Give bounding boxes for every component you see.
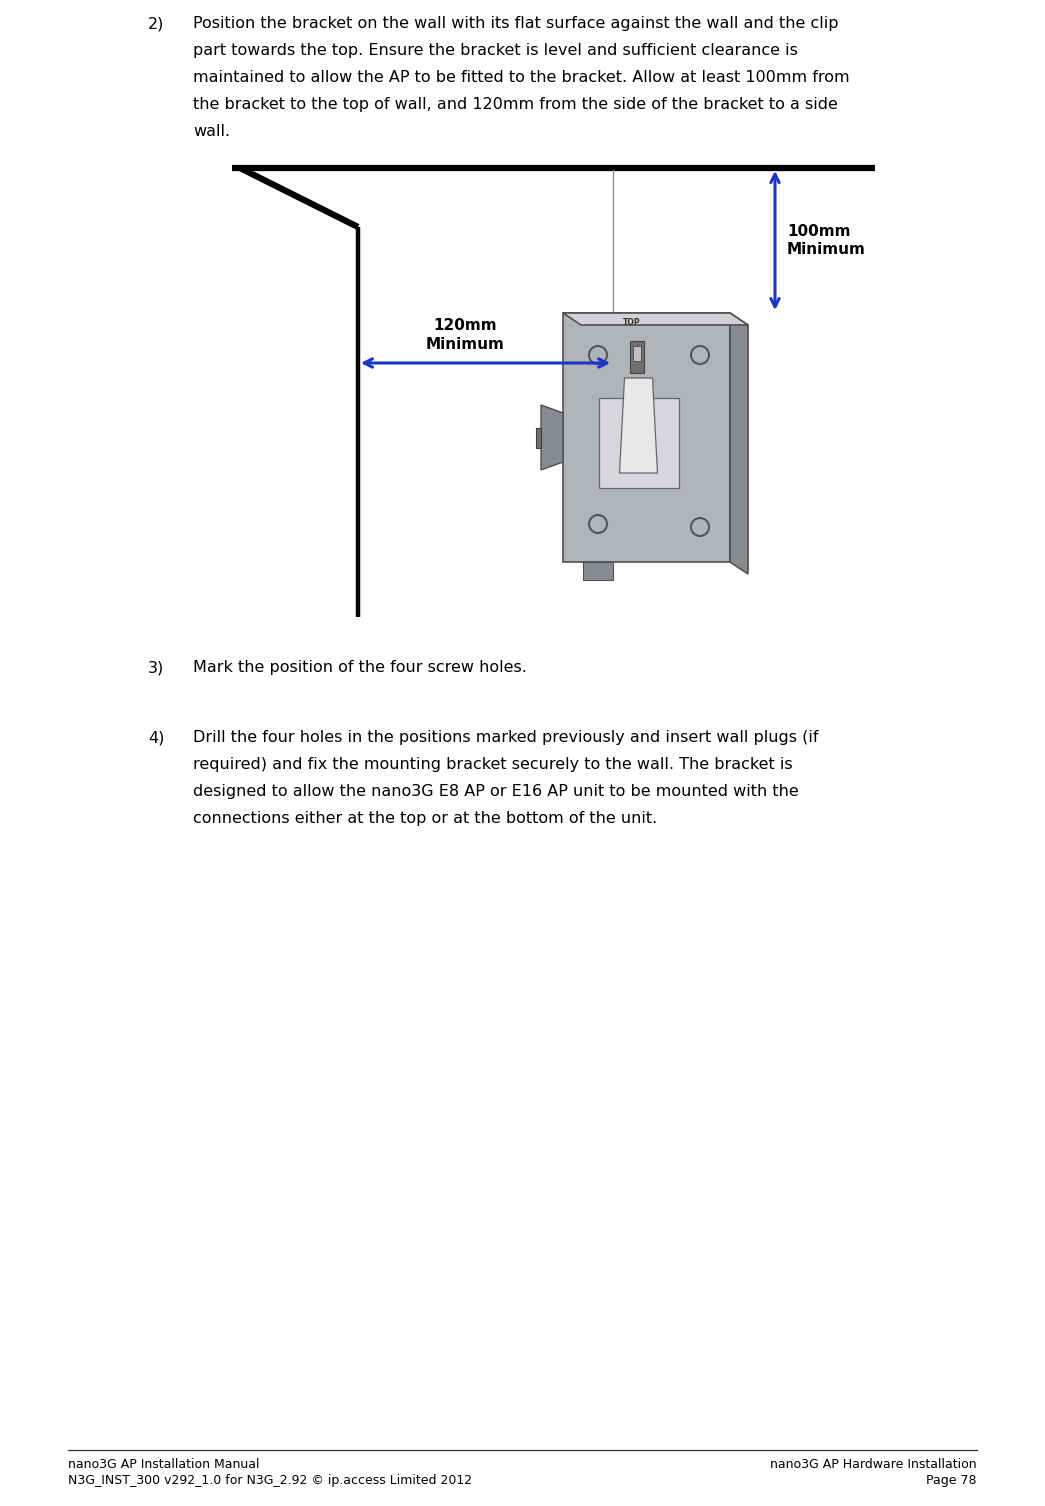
Polygon shape bbox=[632, 346, 641, 361]
Polygon shape bbox=[730, 313, 748, 574]
Text: nano3G AP Hardware Installation: nano3G AP Hardware Installation bbox=[770, 1458, 977, 1471]
Text: 100mm
Minimum: 100mm Minimum bbox=[787, 224, 866, 258]
Text: Drill the four holes in the positions marked previously and insert wall plugs (i: Drill the four holes in the positions ma… bbox=[193, 730, 818, 745]
Polygon shape bbox=[536, 428, 541, 447]
Text: required) and fix the mounting bracket securely to the wall. The bracket is: required) and fix the mounting bracket s… bbox=[193, 758, 792, 773]
Text: Mark the position of the four screw holes.: Mark the position of the four screw hole… bbox=[193, 660, 527, 675]
Text: part towards the top. Ensure the bracket is level and sufficient clearance is: part towards the top. Ensure the bracket… bbox=[193, 44, 798, 59]
Polygon shape bbox=[620, 378, 657, 473]
Polygon shape bbox=[563, 313, 730, 562]
Polygon shape bbox=[599, 398, 678, 488]
Text: Position the bracket on the wall with its flat surface against the wall and the : Position the bracket on the wall with it… bbox=[193, 17, 838, 32]
Text: N3G_INST_300 v292_1.0 for N3G_2.92 © ip.access Limited 2012: N3G_INST_300 v292_1.0 for N3G_2.92 © ip.… bbox=[68, 1474, 472, 1486]
Polygon shape bbox=[629, 340, 644, 373]
Text: 4): 4) bbox=[148, 730, 164, 745]
Text: the bracket to the top of wall, and 120mm from the side of the bracket to a side: the bracket to the top of wall, and 120m… bbox=[193, 96, 838, 111]
Text: wall.: wall. bbox=[193, 123, 230, 139]
Text: nano3G AP Installation Manual: nano3G AP Installation Manual bbox=[68, 1458, 259, 1471]
Text: TOP: TOP bbox=[623, 318, 641, 327]
Text: 120mm
Minimum: 120mm Minimum bbox=[426, 318, 505, 351]
Text: maintained to allow the AP to be fitted to the bracket. Allow at least 100mm fro: maintained to allow the AP to be fitted … bbox=[193, 69, 850, 84]
Polygon shape bbox=[583, 562, 613, 580]
Text: 3): 3) bbox=[148, 660, 164, 675]
Text: designed to allow the nano3G E8 AP or E16 AP unit to be mounted with the: designed to allow the nano3G E8 AP or E1… bbox=[193, 785, 798, 800]
Polygon shape bbox=[541, 405, 563, 470]
Text: Page 78: Page 78 bbox=[927, 1474, 977, 1486]
Polygon shape bbox=[563, 313, 748, 325]
Text: connections either at the top or at the bottom of the unit.: connections either at the top or at the … bbox=[193, 812, 657, 825]
Text: 2): 2) bbox=[148, 17, 164, 32]
